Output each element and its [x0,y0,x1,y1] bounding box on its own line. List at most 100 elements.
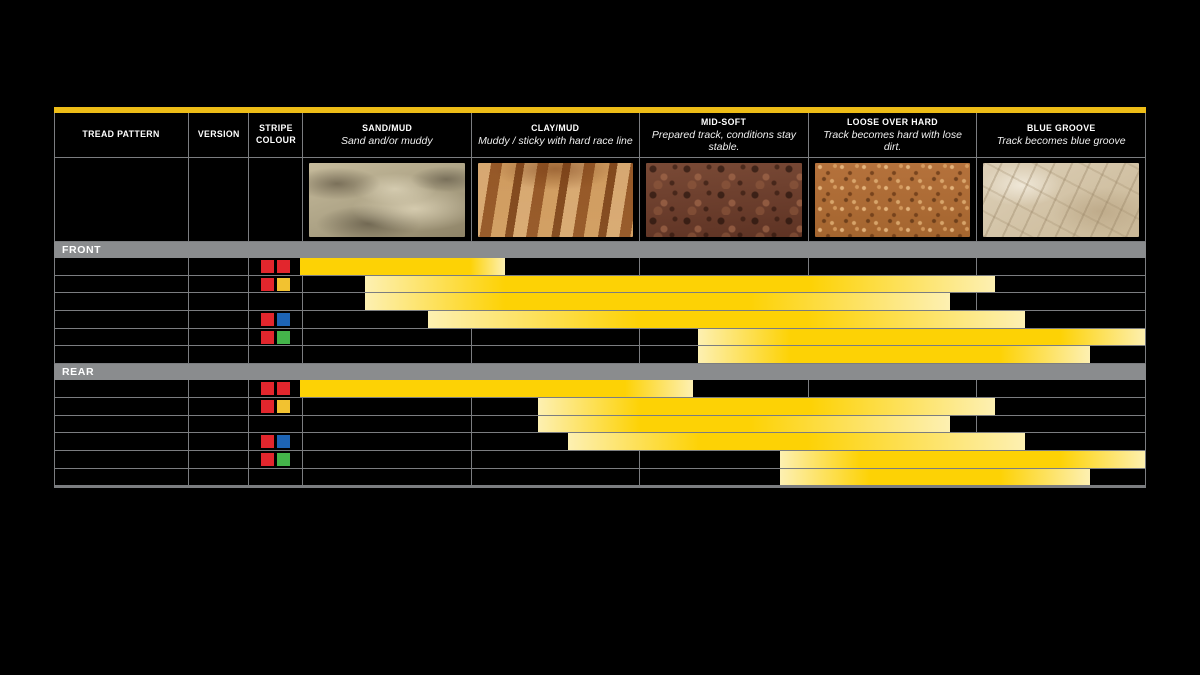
header-clay-mud: CLAY/MUD Muddy / sticky with hard race l… [471,113,640,157]
terrain-cell [640,397,808,415]
table-header-row: TREAD PATTERN VERSION STRIPE COLOUR SAND… [54,113,1146,158]
stripe-colour-cell [249,346,302,364]
terrain-cell [303,311,471,328]
stripe-chip-red [261,399,274,413]
terrain-cell [640,468,808,486]
terrain-cell [303,468,471,486]
stripe-colour-cell [249,397,302,415]
header-mid-soft: MID-SOFT Prepared track, conditions stay… [640,113,808,157]
version-cell [189,468,248,486]
column-sublabel: Sand and/or muddy [340,135,433,148]
terrain-cell [640,415,808,433]
blue-groove-photo [983,162,1139,237]
version-cell [189,328,248,346]
section-label: REAR [62,366,95,379]
stripe-chip-green [277,330,290,344]
version-cell [189,415,248,433]
terrain-cell [977,346,1145,364]
terrain-cell [471,415,640,433]
version-cell [189,346,248,364]
terrain-cell [640,328,808,346]
version-cell [189,433,248,450]
terrain-cell [640,293,808,311]
terrain-cell [303,258,471,275]
terrain-cell [808,328,977,346]
column-sublabel: Muddy / sticky with hard race line [478,135,633,148]
tire-row [54,380,1146,398]
stripe-chip-green [277,452,290,466]
column-label: STRIPE COLOUR [255,123,296,146]
mid-soft-photo [646,162,802,237]
terrain-cell [977,415,1145,433]
terrain-cell [977,258,1145,275]
header-blue-groove: BLUE GROOVE Track becomes blue groove [977,113,1145,157]
tread-pattern-cell [55,433,188,450]
tire-row [54,293,1146,312]
terrain-cell [303,346,471,364]
stripe-colour-cell [249,293,302,311]
terrain-cell [640,258,808,275]
version-cell [189,380,248,397]
terrain-cell [808,397,977,415]
tread-pattern-cell [55,450,188,468]
tire-row [54,275,1146,294]
stripe-colour-cell [249,468,302,486]
terrain-cell [303,380,471,397]
stripe-colour-cell [249,258,302,275]
stripe-chip-red [261,330,274,344]
tyre-condition-table: TREAD PATTERN VERSION STRIPE COLOUR SAND… [54,107,1146,489]
terrain-cell [303,397,471,415]
stripe-colour-cell [249,328,302,346]
terrain-cell [471,275,640,293]
stripe-chip-yellow [277,399,290,413]
stripe-chip-red [277,259,290,273]
table-body: FRONT REAR [54,242,1146,487]
version-cell [189,293,248,311]
tread-pattern-cell [55,311,188,328]
terrain-cell [977,397,1145,415]
terrain-cell [808,468,977,486]
column-sublabel: Prepared track, conditions stay stable. [651,129,797,154]
tire-row [54,450,1146,469]
stripe-colour-cell [249,158,302,241]
terrain-cell [977,293,1145,311]
stripe-colour-cell [249,311,302,328]
header-stripe-colour: STRIPE COLOUR [249,113,302,157]
terrain-cell [977,433,1145,450]
version-cell [189,311,248,328]
tread-pattern-cell [55,415,188,433]
terrain-cell [471,397,640,415]
tread-pattern-cell [55,275,188,293]
section-header-front: FRONT [54,242,1146,258]
stripe-colour-cell [249,380,302,397]
terrain-cell [808,293,977,311]
terrain-cell [977,158,1145,241]
terrain-cell [471,328,640,346]
header-sand-mud: SAND/MUD Sand and/or muddy [303,113,471,157]
stripe-chip-blue [277,312,290,326]
terrain-cell [303,158,471,241]
terrain-cell [808,275,977,293]
terrain-cell [808,258,977,275]
column-sublabel: Track becomes blue groove [996,135,1126,148]
terrain-cell [808,415,977,433]
terrain-cell [640,346,808,364]
tread-pattern-cell [55,293,188,311]
tire-row [54,397,1146,416]
header-loose-over-hard: LOOSE OVER HARD Track becomes hard with … [808,113,977,157]
terrain-cell [808,450,977,468]
terrain-cell [471,346,640,364]
terrain-cell [303,328,471,346]
terrain-cell [471,468,640,486]
version-cell [189,275,248,293]
terrain-cell [977,275,1145,293]
tire-row [54,433,1146,451]
column-label: SAND/MUD [361,122,412,134]
tread-pattern-cell [55,397,188,415]
tread-pattern-cell [55,258,188,275]
table-bottom-border [54,486,1146,489]
terrain-cell [808,380,977,397]
tire-row [54,415,1146,434]
tire-row [54,346,1146,365]
